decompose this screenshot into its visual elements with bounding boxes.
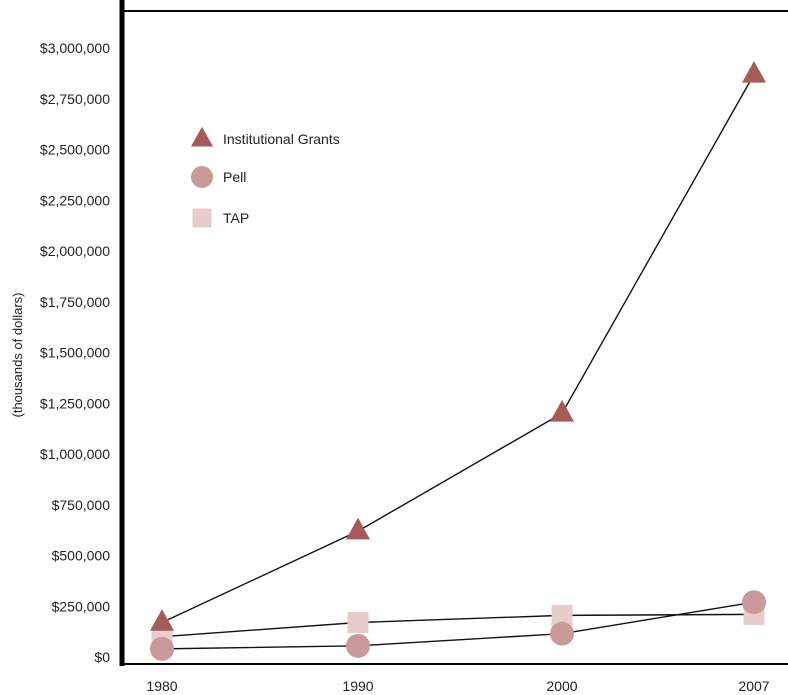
- legend: Institutional Grants Pell TAP: [191, 126, 340, 228]
- data-point-institutional-grants: [550, 400, 574, 422]
- y-tick-label: $2,500,000: [40, 142, 110, 158]
- y-tick-label: $750,000: [52, 497, 111, 513]
- series-line-pell: [161, 601, 755, 650]
- data-point-institutional-grants: [742, 60, 766, 83]
- legend-square-icon: [192, 208, 212, 228]
- x-tick-label: 2007: [738, 678, 769, 694]
- y-tick-label: $2,750,000: [40, 91, 110, 107]
- y-tick-label: $2,250,000: [40, 192, 110, 208]
- data-point-pell: [346, 633, 370, 658]
- series-lines: [161, 74, 755, 650]
- y-tick-label: $1,500,000: [40, 345, 110, 361]
- y-tick-label: $250,000: [52, 598, 111, 614]
- data-point-pell: [550, 621, 574, 646]
- legend-item-institutional-grants: Institutional Grants: [191, 126, 340, 147]
- x-tick-label: 1980: [146, 678, 177, 694]
- y-tick-label: $0: [94, 649, 110, 665]
- y-tick-label: $1,000,000: [40, 446, 110, 462]
- y-axis-title: (thousands of dollars): [10, 292, 25, 417]
- data-point-institutional-grants: [346, 517, 370, 540]
- y-tick-labels: $0 $250,000 $500,000 $750,000 $1,000,000 $1,2…: [40, 40, 110, 665]
- y-tick-label: $1,750,000: [40, 294, 110, 310]
- y-tick-label: $500,000: [52, 548, 111, 564]
- data-point-institutional-grants: [150, 609, 174, 631]
- legend-item-tap: TAP: [192, 208, 249, 228]
- y-tick-label: $2,000,000: [40, 243, 110, 259]
- y-tick-label: $1,250,000: [40, 395, 110, 411]
- series-markers: [150, 60, 766, 661]
- legend-triangle-icon: [191, 126, 213, 147]
- legend-label: Pell: [223, 169, 246, 185]
- x-tick-label: 1990: [342, 678, 373, 694]
- legend-circle-icon: [191, 166, 213, 188]
- data-point-pell: [150, 636, 174, 661]
- x-tick-labels: 1980 1990 2000 2007: [146, 678, 769, 694]
- x-tick-label: 2000: [546, 678, 577, 694]
- legend-item-pell: Pell: [191, 166, 246, 188]
- data-point-tap: [347, 611, 369, 633]
- y-tick-label: $3,000,000: [40, 40, 110, 56]
- data-point-tap: [551, 604, 573, 626]
- legend-label: Institutional Grants: [223, 131, 340, 147]
- legend-label: TAP: [223, 210, 249, 226]
- series-line-institutional-grants: [161, 74, 755, 624]
- data-point-pell: [742, 590, 766, 615]
- series-line-tap: [161, 613, 755, 638]
